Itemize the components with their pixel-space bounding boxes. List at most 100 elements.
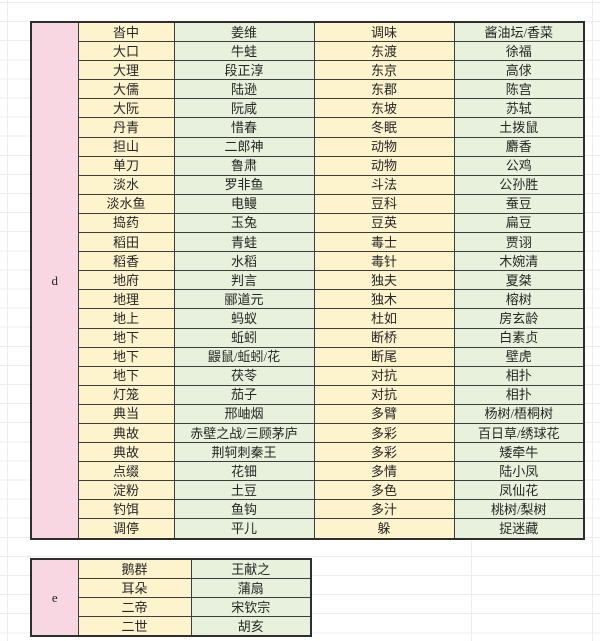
table-cell[interactable]: 点缀 [77, 461, 175, 482]
table-cell[interactable]: 木婉清 [453, 251, 585, 272]
table-cell[interactable]: 稻香 [77, 251, 175, 272]
table-cell[interactable]: 陆小凤 [453, 461, 585, 482]
table-cell[interactable]: 东郡 [313, 79, 455, 100]
table-cell[interactable]: 多臂 [313, 403, 455, 424]
table-cell[interactable]: 调味 [313, 21, 455, 43]
table-cell[interactable]: 地上 [77, 308, 175, 329]
table-cell[interactable]: 判言 [173, 270, 315, 291]
table-cell[interactable]: 电鳗 [173, 193, 315, 214]
table-cell[interactable]: 房玄龄 [453, 308, 585, 329]
table-cell[interactable]: 多情 [313, 461, 455, 482]
table-cell[interactable]: 淀粉 [77, 480, 175, 501]
table-cell[interactable]: 蚯蚓 [173, 327, 315, 348]
table-cell[interactable]: 蚂蚁 [173, 308, 315, 329]
table-cell[interactable]: 毒士 [313, 232, 455, 253]
table-cell[interactable]: 对抗 [313, 384, 455, 405]
table-cell[interactable]: 蒲扇 [190, 578, 312, 599]
table-cell[interactable]: 典故 [77, 422, 175, 444]
table-cell[interactable]: 赤壁之战/三顾茅庐 [173, 422, 315, 444]
table-cell[interactable]: 淡水鱼 [77, 193, 175, 214]
letter-group-cell[interactable]: d [30, 21, 79, 540]
table-cell[interactable]: 动物 [313, 136, 455, 157]
table-cell[interactable]: 地下 [77, 346, 175, 367]
table-cell[interactable]: 单刀 [77, 155, 175, 176]
table-cell[interactable]: 多彩 [313, 422, 455, 444]
table-cell[interactable]: 公孙胜 [453, 174, 585, 195]
table-cell[interactable]: 胡亥 [190, 616, 312, 637]
table-cell[interactable]: 百日草/绣球花 [453, 422, 585, 444]
table-cell[interactable]: 王献之 [190, 558, 312, 580]
table-cell[interactable]: 地理 [77, 289, 175, 310]
table-cell[interactable]: 陈宫 [453, 79, 585, 100]
table-cell[interactable]: 豆科 [313, 193, 455, 214]
table-cell[interactable]: 地下 [77, 365, 175, 386]
table-cell[interactable]: 鲁肃 [173, 155, 315, 176]
table-cell[interactable]: 徐福 [453, 41, 585, 62]
table-cell[interactable]: 担山 [77, 136, 175, 157]
table-cell[interactable]: 毒针 [313, 251, 455, 272]
table-cell[interactable]: 夏桀 [453, 270, 585, 291]
table-cell[interactable]: 邢岫烟 [173, 403, 315, 424]
table-cell[interactable]: 茯苓 [173, 365, 315, 386]
table-cell[interactable]: 贾诩 [453, 232, 585, 253]
table-cell[interactable]: 阮咸 [173, 98, 315, 119]
table-cell[interactable]: 断桥 [313, 327, 455, 348]
table-cell[interactable]: 东京 [313, 60, 455, 81]
table-cell[interactable]: 大儒 [77, 79, 175, 100]
table-cell[interactable]: 对抗 [313, 365, 455, 386]
table-cell[interactable]: 东渡 [313, 41, 455, 62]
table-cell[interactable]: 二帝 [77, 597, 192, 618]
table-cell[interactable]: 多彩 [313, 442, 455, 463]
table-cell[interactable]: 牛蛙 [173, 41, 315, 62]
table-cell[interactable]: 茄子 [173, 384, 315, 405]
table-cell[interactable]: 公鸡 [453, 155, 585, 176]
table-cell[interactable]: 东坡 [313, 98, 455, 119]
table-cell[interactable]: 相扑 [453, 365, 585, 386]
table-cell[interactable]: 郦道元 [173, 289, 315, 310]
table-cell[interactable]: 平儿 [173, 518, 315, 540]
table-cell[interactable]: 麝香 [453, 136, 585, 157]
table-cell[interactable]: 二郎神 [173, 136, 315, 157]
table-cell[interactable]: 惜春 [173, 117, 315, 138]
table-cell[interactable]: 调停 [77, 518, 175, 540]
table-cell[interactable]: 鱼钩 [173, 499, 315, 520]
table-cell[interactable]: 苏轼 [453, 98, 585, 119]
table-cell[interactable]: 捉迷藏 [453, 518, 585, 540]
table-cell[interactable]: 姜维 [173, 21, 315, 43]
table-cell[interactable]: 独夫 [313, 270, 455, 291]
table-cell[interactable]: 水稻 [173, 251, 315, 272]
table-cell[interactable]: 典故 [77, 442, 175, 463]
letter-group-cell[interactable]: e [30, 558, 79, 637]
table-cell[interactable]: 宋钦宗 [190, 597, 312, 618]
table-cell[interactable]: 青蛙 [173, 232, 315, 253]
table-cell[interactable]: 罗非鱼 [173, 174, 315, 195]
table-cell[interactable]: 高俅 [453, 60, 585, 81]
table-cell[interactable]: 荆轲刺秦王 [173, 442, 315, 463]
table-cell[interactable]: 土豆 [173, 480, 315, 501]
table-cell[interactable]: 稻田 [77, 232, 175, 253]
table-cell[interactable]: 扁豆 [453, 212, 585, 234]
table-cell[interactable]: 淡水 [77, 174, 175, 195]
table-cell[interactable]: 鹅群 [77, 558, 192, 580]
table-cell[interactable]: 桃树/梨树 [453, 499, 585, 520]
table-cell[interactable]: 酱油坛/香菜 [453, 21, 585, 43]
table-cell[interactable]: 斗法 [313, 174, 455, 195]
table-cell[interactable]: 断尾 [313, 346, 455, 367]
table-cell[interactable]: 独木 [313, 289, 455, 310]
table-cell[interactable]: 丹青 [77, 117, 175, 138]
table-cell[interactable]: 陆逊 [173, 79, 315, 100]
table-cell[interactable]: 大理 [77, 60, 175, 81]
table-cell[interactable]: 大口 [77, 41, 175, 62]
table-cell[interactable]: 蚕豆 [453, 193, 585, 214]
table-cell[interactable]: 躲 [313, 518, 455, 540]
table-cell[interactable]: 地下 [77, 327, 175, 348]
table-cell[interactable]: 多色 [313, 480, 455, 501]
table-cell[interactable]: 白素贞 [453, 327, 585, 348]
table-cell[interactable]: 壁虎 [453, 346, 585, 367]
table-cell[interactable]: 榕树 [453, 289, 585, 310]
table-cell[interactable]: 多汁 [313, 499, 455, 520]
table-cell[interactable]: 冬眠 [313, 117, 455, 138]
table-cell[interactable]: 典当 [77, 403, 175, 424]
table-cell[interactable]: 杜如 [313, 308, 455, 329]
table-cell[interactable]: 沓中 [77, 21, 175, 43]
